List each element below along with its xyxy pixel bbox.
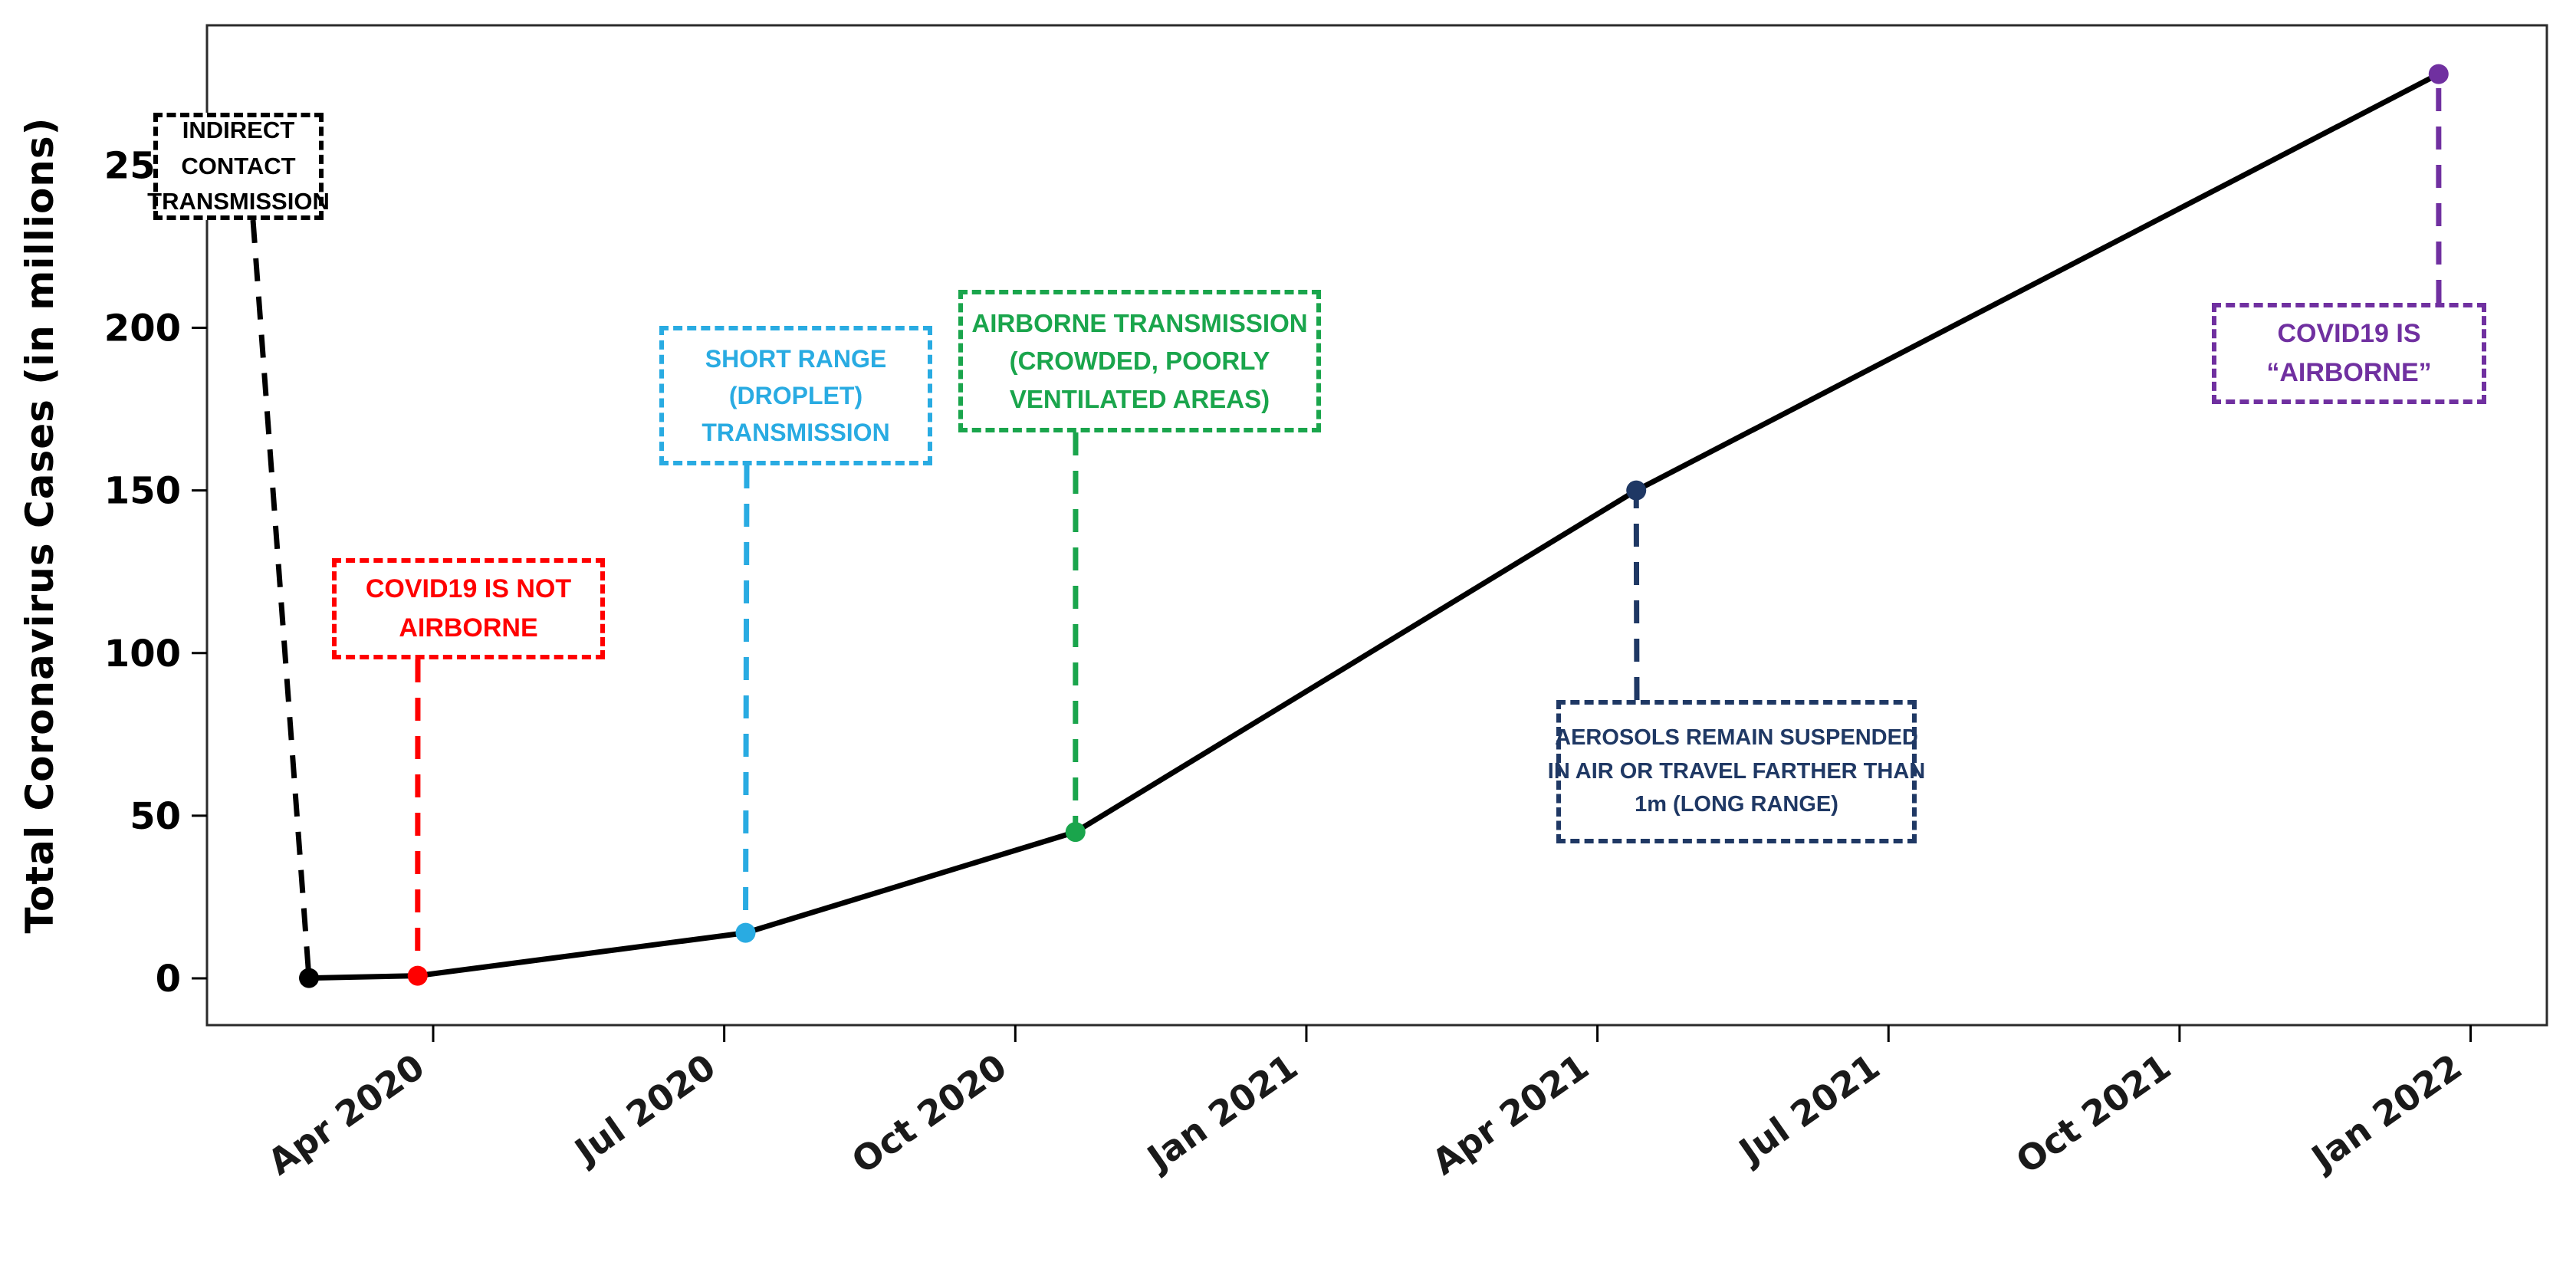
- data-point-airborne-crowded: [1065, 822, 1086, 843]
- annotation-line: “AIRBORNE”: [2266, 358, 2432, 387]
- data-point-covid19-airborne: [2428, 64, 2449, 84]
- annotation-line: AIRBORNE: [399, 613, 538, 643]
- annotation-line: (DROPLET): [728, 382, 863, 409]
- annotation-line: TRANSMISSION: [147, 188, 330, 215]
- annotation-stem-short-range-droplet: [742, 465, 750, 933]
- annotation-line: INDIRECT: [182, 117, 295, 144]
- x-tick-label: Oct 2021: [2009, 1046, 2178, 1182]
- annotation-airborne-crowded: AIRBORNE TRANSMISSION (CROWDED, POORLY VEN…: [958, 290, 1321, 432]
- y-tick-label: 0: [156, 958, 181, 1001]
- annotation-indirect-contact: INDIRECT CONTACT TRANSMISSION: [147, 113, 330, 220]
- x-tick-label: Oct 2020: [844, 1046, 1014, 1182]
- annotation-aerosols-long-range: AEROSOLS REMAIN SUSPENDED IN AIR OR TRAVE…: [1548, 700, 1925, 843]
- annotation-line: AIRBORNE TRANSMISSION: [971, 308, 1308, 337]
- annotation-line: 1m (LONG RANGE): [1635, 792, 1838, 817]
- annotation-stem-aerosols-long-range: [1633, 490, 1640, 701]
- annotation-line: VENTILATED AREAS): [1009, 384, 1270, 413]
- annotation-line: AEROSOLS REMAIN SUSPENDED: [1555, 725, 1918, 751]
- data-point-aerosols-long-range: [1626, 480, 1647, 501]
- annotation-line: IN AIR OR TRAVEL FARTHER THAN: [1547, 758, 1926, 784]
- annotation-line: COVID19 IS NOT: [365, 574, 572, 603]
- x-tick-label: Jul 2021: [1730, 1046, 1887, 1173]
- y-tick-label: 150: [104, 470, 181, 513]
- annotation-line: SHORT RANGE: [705, 345, 887, 373]
- x-tick-label: Apr 2021: [1424, 1046, 1596, 1183]
- x-tick-label: Jul 2020: [566, 1046, 723, 1173]
- data-point-indirect-contact: [299, 968, 320, 988]
- annotation-line: (CROWDED, POORLY: [1009, 347, 1270, 376]
- y-tick-label: 100: [104, 633, 181, 675]
- y-tick-label: 50: [130, 795, 181, 838]
- annotation-covid19-airborne: COVID19 IS “AIRBORNE”: [2212, 303, 2486, 404]
- x-tick-label: Apr 2020: [261, 1046, 432, 1183]
- plot-frame: [205, 24, 2548, 1027]
- y-tick-label: 200: [104, 307, 181, 350]
- annotation-line: TRANSMISSION: [702, 419, 890, 446]
- annotation-line: CONTACT: [181, 152, 296, 179]
- x-tick-label: Jan 2021: [1138, 1046, 1306, 1180]
- annotation-not-airborne: COVID19 IS NOT AIRBORNE: [332, 558, 605, 659]
- data-point-short-range-droplet: [735, 922, 756, 943]
- data-line: [306, 71, 2442, 981]
- data-point-not-airborne: [407, 965, 428, 986]
- annotation-short-range-droplet: SHORT RANGE (DROPLET) TRANSMISSION: [659, 326, 932, 465]
- x-tick-label: Jan 2022: [2302, 1046, 2469, 1180]
- annotation-line: COVID19 IS: [2277, 319, 2421, 348]
- annotation-stem-indirect-contact: [250, 219, 312, 978]
